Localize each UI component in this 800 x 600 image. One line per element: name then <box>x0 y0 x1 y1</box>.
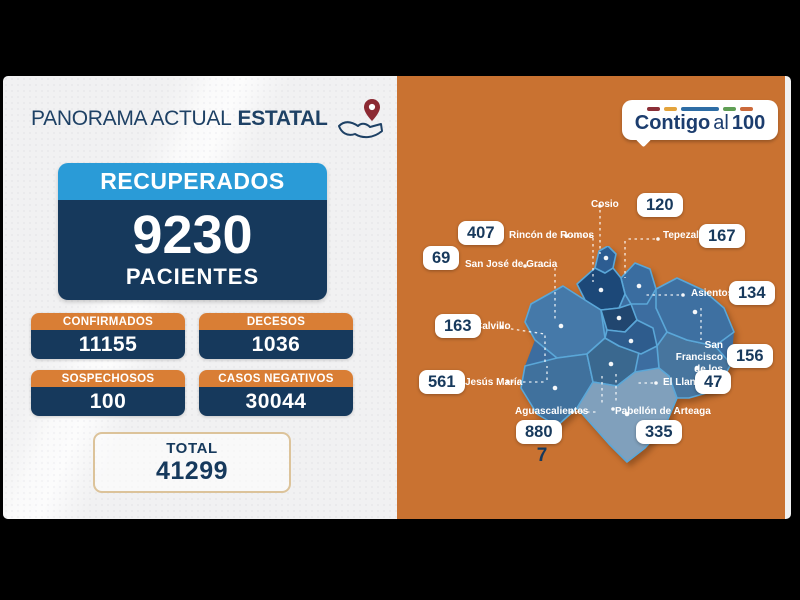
page-title-regular: PANORAMA ACTUAL <box>31 107 232 130</box>
stat-card-label-confirmados: CONFIRMADOS <box>31 313 185 330</box>
logo-dash <box>723 107 736 111</box>
stat-card-label-decesos: DECESOS <box>199 313 353 330</box>
stat-card-sospechosos: SOSPECHOSOS 100 <box>31 370 185 416</box>
logo-dash <box>664 107 677 111</box>
municipality-sfromo <box>604 319 658 355</box>
map-pill-jesus: 561 <box>419 370 465 395</box>
map-label-rincon: Rincón de Romos <box>509 230 595 241</box>
logo-dash <box>681 107 719 111</box>
total-card: TOTAL 41299 <box>93 432 291 493</box>
map-pill-sanjose: 69 <box>423 246 460 271</box>
map-annotations: Cosio 120 Rincón de Romos 407 Tepezalá 167 San… <box>397 76 785 519</box>
map-pill-tepezala: 167 <box>699 224 745 249</box>
page-title-row: PANORAMA ACTUAL ESTATAL <box>31 99 383 139</box>
map-pill-overflow-ags: 7 <box>536 445 548 466</box>
stat-card-label-sospechosos: SOSPECHOSOS <box>31 370 185 387</box>
logo-word-al: al <box>713 111 729 134</box>
stat-card-confirmados: CONFIRMADOS 11155 <box>31 313 185 359</box>
logo-dash <box>740 107 753 111</box>
logo-word-100: 100 <box>731 111 766 134</box>
hand-pin-icon <box>337 99 383 139</box>
map-pill-asientos: 134 <box>729 281 775 306</box>
page-title: PANORAMA ACTUAL ESTATAL <box>31 107 328 131</box>
map-label-asientos: Asientos <box>691 288 734 299</box>
map-pill-sfromo: 156 <box>727 344 773 369</box>
map-label-ags: Aguascalientes <box>515 406 589 417</box>
map-label-jesus: Jesús María <box>465 377 523 388</box>
map-pill-elllano: 47 <box>695 370 732 395</box>
recovered-value: 9230 <box>132 205 253 266</box>
logo-word-contigo: Contigo <box>634 111 711 134</box>
dashboard-frame: PANORAMA ACTUAL ESTATAL RECUPERADOS 9230 … <box>3 76 791 519</box>
recovered-card-body: 9230 PACIENTES <box>58 200 327 300</box>
stat-card-value-sospechosos: 100 <box>31 387 185 416</box>
contigo-al-100-logo: Contigo al 100 <box>622 100 778 140</box>
logo-dashes <box>647 107 753 111</box>
map-panel: Contigo al 100 <box>397 76 785 519</box>
municipality-centroid-dots <box>552 255 700 417</box>
total-value: 41299 <box>155 456 229 485</box>
map-label-tepezala: Tepezalá <box>663 230 705 241</box>
total-label: TOTAL <box>166 439 218 457</box>
map-label-sanjose: San José de Gracia <box>465 259 558 270</box>
recovered-card: RECUPERADOS 9230 PACIENTES <box>58 163 327 300</box>
page-title-bold: ESTATAL <box>237 107 328 130</box>
map-pill-ags: 880 <box>516 420 562 445</box>
map-pill-calvillo: 163 <box>435 314 481 339</box>
map-pill-cosio: 120 <box>637 193 683 218</box>
map-label-cosio: Cosio <box>591 199 619 210</box>
stat-card-casos-negativos: CASOS NEGATIVOS 30044 <box>199 370 353 416</box>
stat-card-value-confirmados: 11155 <box>31 330 185 359</box>
stat-card-value-decesos: 1036 <box>199 330 353 359</box>
map-label-pabellon: Pabellón de Arteaga <box>615 406 711 417</box>
logo-text: Contigo al 100 <box>635 113 765 133</box>
map-pill-rincon: 407 <box>458 221 504 246</box>
map-label-calvillo: Calvillo <box>475 321 511 332</box>
recovered-card-header: RECUPERADOS <box>58 163 327 200</box>
stat-card-label-casos-negativos: CASOS NEGATIVOS <box>199 370 353 387</box>
map-pill-pabellon: 335 <box>636 420 682 445</box>
map-label-elllano: El Llano <box>663 377 702 388</box>
stats-grid: CONFIRMADOS 11155 DECESOS 1036 SOSPECHOSOS 10… <box>31 313 353 416</box>
recovered-unit: PACIENTES <box>125 263 260 289</box>
stats-panel: PANORAMA ACTUAL ESTATAL RECUPERADOS 9230 … <box>3 76 397 519</box>
logo-dash <box>647 107 660 111</box>
stat-card-decesos: DECESOS 1036 <box>199 313 353 359</box>
stat-card-value-casos-negativos: 30044 <box>199 387 353 416</box>
